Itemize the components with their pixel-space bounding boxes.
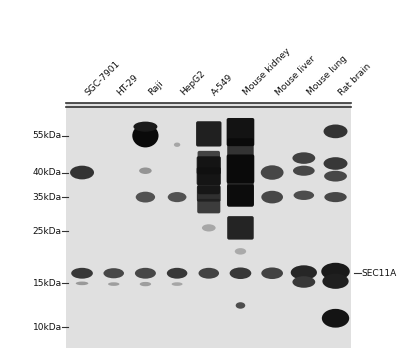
Text: 40kDa: 40kDa	[33, 168, 62, 177]
FancyBboxPatch shape	[227, 118, 254, 146]
Text: A-549: A-549	[210, 72, 235, 97]
Text: Mouse liver: Mouse liver	[274, 54, 317, 97]
Ellipse shape	[198, 268, 219, 279]
Ellipse shape	[132, 124, 158, 147]
Ellipse shape	[324, 192, 347, 202]
Ellipse shape	[324, 171, 347, 182]
FancyBboxPatch shape	[227, 138, 254, 207]
Text: SGC-7901: SGC-7901	[84, 59, 122, 97]
Ellipse shape	[172, 282, 182, 286]
Text: Mouse kidney: Mouse kidney	[242, 47, 292, 97]
Ellipse shape	[167, 268, 187, 279]
Ellipse shape	[168, 192, 186, 202]
Ellipse shape	[261, 191, 283, 203]
Ellipse shape	[139, 167, 152, 174]
Ellipse shape	[136, 192, 155, 202]
Text: 10kDa: 10kDa	[33, 323, 62, 332]
FancyBboxPatch shape	[227, 154, 254, 183]
FancyBboxPatch shape	[197, 167, 221, 185]
Ellipse shape	[236, 302, 245, 309]
Ellipse shape	[70, 166, 94, 179]
Ellipse shape	[134, 122, 157, 132]
FancyBboxPatch shape	[227, 185, 254, 206]
Ellipse shape	[324, 157, 348, 170]
FancyBboxPatch shape	[197, 185, 221, 202]
Ellipse shape	[235, 248, 246, 254]
FancyBboxPatch shape	[198, 151, 220, 194]
Ellipse shape	[135, 268, 156, 279]
Bar	[66, 103, 351, 348]
Ellipse shape	[291, 265, 317, 280]
Ellipse shape	[108, 282, 120, 286]
FancyBboxPatch shape	[196, 121, 222, 147]
Ellipse shape	[322, 309, 349, 328]
Ellipse shape	[230, 268, 251, 279]
FancyBboxPatch shape	[227, 216, 254, 240]
Text: 25kDa: 25kDa	[33, 227, 62, 236]
Text: SEC11A: SEC11A	[362, 269, 397, 278]
Ellipse shape	[293, 166, 315, 176]
Ellipse shape	[261, 165, 284, 180]
Ellipse shape	[321, 263, 350, 280]
Ellipse shape	[292, 152, 315, 164]
Text: Rat brain: Rat brain	[337, 62, 373, 97]
Ellipse shape	[76, 281, 88, 285]
Text: 55kDa: 55kDa	[33, 131, 62, 140]
Ellipse shape	[294, 191, 314, 200]
FancyBboxPatch shape	[197, 156, 221, 174]
Text: Mouse lung: Mouse lung	[305, 54, 348, 97]
Ellipse shape	[324, 124, 348, 138]
Text: 15kDa: 15kDa	[33, 278, 62, 288]
Text: 35kDa: 35kDa	[33, 193, 62, 202]
Ellipse shape	[174, 143, 180, 147]
Ellipse shape	[104, 268, 124, 278]
Text: Raji: Raji	[147, 79, 165, 97]
Ellipse shape	[71, 268, 93, 279]
Ellipse shape	[261, 268, 283, 279]
FancyBboxPatch shape	[197, 199, 220, 213]
Ellipse shape	[202, 224, 216, 232]
Text: HepG2: HepG2	[178, 69, 207, 97]
Text: HT-29: HT-29	[115, 72, 140, 97]
Ellipse shape	[292, 276, 315, 288]
Ellipse shape	[140, 282, 151, 286]
Ellipse shape	[322, 274, 349, 289]
